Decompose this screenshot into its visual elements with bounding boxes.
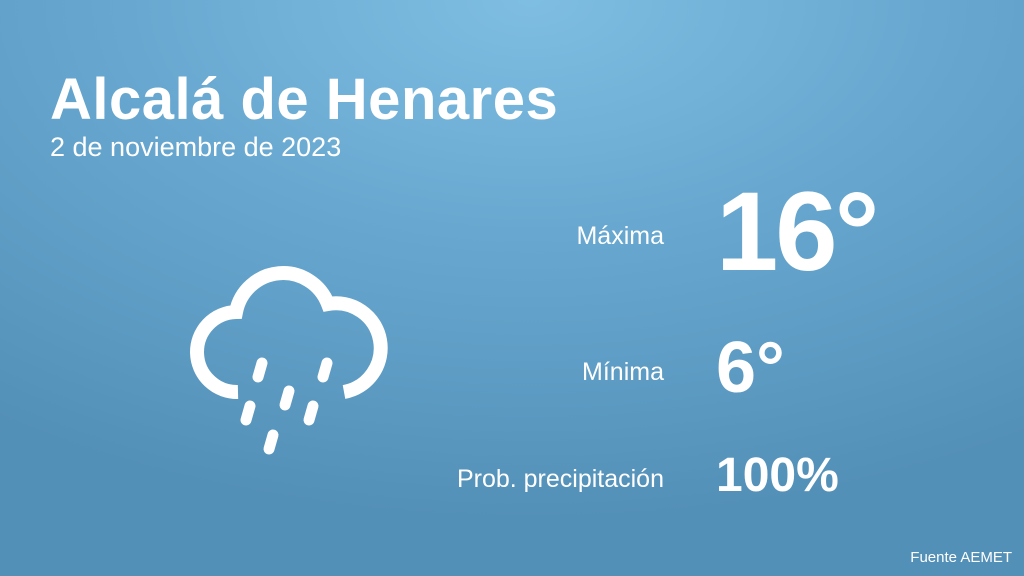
city-title: Alcalá de Henares [50, 67, 559, 132]
max-value: 16° [716, 169, 879, 294]
precip-label: Prob. precipitación [456, 465, 664, 493]
max-label: Máxima [576, 222, 664, 250]
source-credit: Fuente AEMET [910, 549, 1012, 566]
min-label: Mínima [582, 358, 664, 386]
forecast-date: 2 de noviembre de 2023 [50, 132, 342, 162]
min-value: 6° [716, 328, 785, 408]
precip-value: 100% [716, 449, 839, 502]
